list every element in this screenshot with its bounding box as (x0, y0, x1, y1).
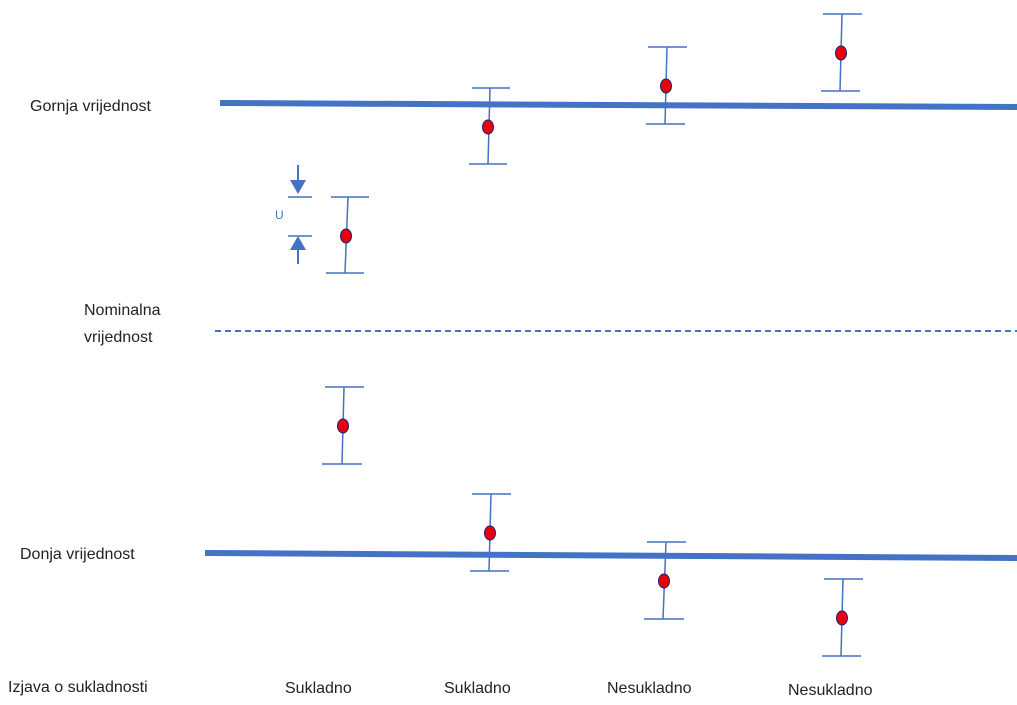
nominal-value-label-line2: vrijednost (84, 329, 153, 346)
measurement-1 (326, 196, 369, 274)
measurement-point (835, 45, 847, 61)
measurement-point (836, 610, 848, 626)
measurement-8 (822, 578, 863, 657)
measurement-5 (646, 46, 687, 125)
verdict-2: Sukladno (444, 680, 511, 697)
uncertainty-label: U (275, 208, 284, 222)
verdict-1: Sukladno (285, 680, 352, 697)
uncertainty-indicator (288, 165, 312, 264)
lower-limit-line (204, 550, 1017, 561)
nominal-value-label-line1: Nominalna (84, 302, 161, 319)
measurement-7 (821, 13, 862, 92)
measurement-point (484, 525, 496, 541)
conformity-statement-label: Izjava o sukladnosti (8, 679, 148, 696)
measurement-6 (644, 541, 686, 620)
verdict-3: Nesukladno (607, 680, 692, 697)
measurement-4 (470, 493, 511, 572)
verdict-4: Nesukladno (788, 682, 873, 699)
lower-limit-label: Donja vrijednost (20, 546, 135, 563)
measurement-point (660, 78, 672, 94)
measurement-2 (322, 386, 364, 465)
measurement-point (658, 573, 670, 589)
upper-limit-label: Gornja vrijednost (30, 98, 151, 115)
upper-limit-line (219, 100, 1017, 110)
measurement-3 (469, 87, 510, 165)
measurement-point (340, 228, 352, 244)
measurement-point (337, 418, 349, 434)
measurement-point (482, 119, 494, 135)
